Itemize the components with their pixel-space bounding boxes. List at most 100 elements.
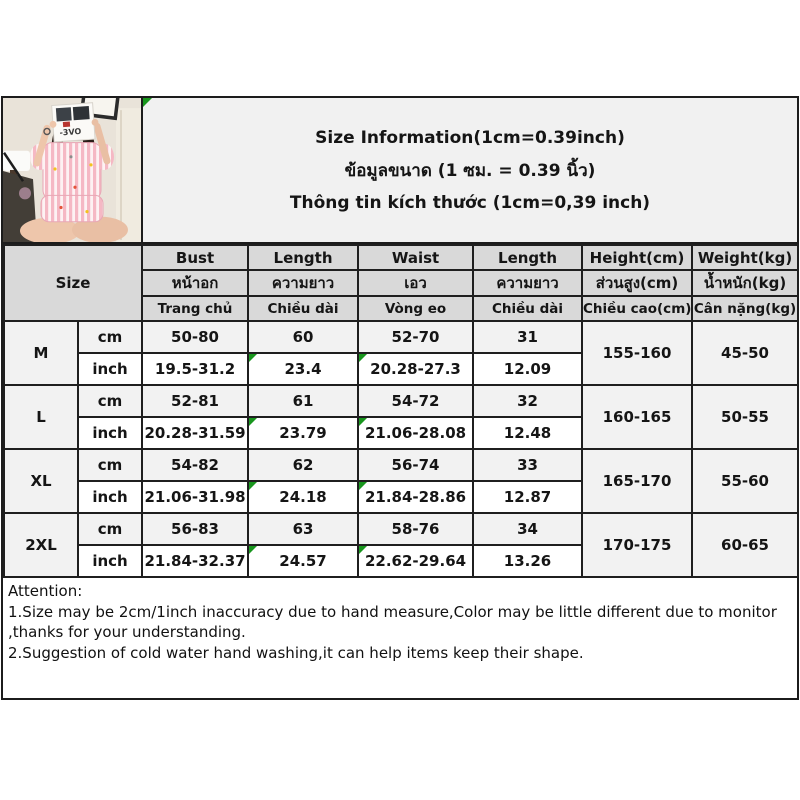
- comment-flag-icon: [250, 547, 258, 554]
- comment-flag-icon: [250, 419, 258, 426]
- data-cell: 58-76: [357, 512, 475, 546]
- unit-cell: cm: [76, 448, 144, 482]
- header-bust: Bust: [141, 244, 250, 271]
- header-height-th: ส่วนสูง(cm): [581, 269, 694, 297]
- header-length-th: ความยาว: [247, 269, 360, 297]
- data-cell: 60: [247, 320, 360, 354]
- row-xl-inch: inch 21.06-31.98 24.18 21.84-28.86 12.87: [4, 480, 798, 514]
- data-cell: 24.57: [247, 544, 360, 578]
- photo-arm: [93, 122, 111, 165]
- data-cell: 13.26: [472, 544, 584, 578]
- data-cell: 32: [472, 384, 584, 418]
- data-cell: 12.48: [472, 416, 584, 450]
- size-label-m: M: [3, 320, 79, 386]
- header-waist-th: เอว: [357, 269, 475, 297]
- attention-heading: Attention:: [8, 582, 83, 600]
- size-table: Size Bust Length Waist Length Height(cm)…: [2, 244, 800, 578]
- data-cell: 54-82: [141, 448, 250, 482]
- magazine-title-text: -3VO: [59, 127, 81, 138]
- title-thai: ข้อมูลขนาด (1 ซม. = 0.39 นิ้ว): [344, 160, 596, 181]
- height-cell: 160-165: [581, 384, 694, 450]
- data-cell: 61: [247, 384, 360, 418]
- header-bust-vi: Trang chủ: [141, 295, 250, 322]
- header-weight: Weight(kg): [691, 244, 800, 271]
- data-cell: 33: [472, 448, 584, 482]
- unit-cell: cm: [76, 320, 144, 354]
- product-photo: -3VO: [3, 98, 143, 242]
- unit-cell: cm: [76, 512, 144, 546]
- data-cell: 52-70: [357, 320, 475, 354]
- header-waist: Waist: [357, 244, 475, 271]
- unit-cell: inch: [76, 480, 144, 514]
- data-cell: 23.4: [247, 352, 360, 386]
- row-2xl-cm: 2XL cm 56-83 63 58-76 34 170-175 60-65: [3, 512, 800, 578]
- data-cell: 20.28-31.59: [141, 416, 250, 450]
- data-cell: 31: [472, 320, 584, 354]
- pajama-model-photo-illustration: -3VO: [3, 98, 141, 242]
- photo-pajama-top: [42, 142, 102, 200]
- data-cell: 52-81: [141, 384, 250, 418]
- data-cell: 12.09: [472, 352, 584, 386]
- photo-leg: [20, 217, 80, 242]
- header-length: Length: [247, 244, 360, 271]
- comment-flag-icon: [250, 355, 258, 362]
- header-row-english: Size Bust Length Waist Length Height(cm)…: [2, 244, 800, 322]
- row-l-inch: inch 20.28-31.59 23.79 21.06-28.08 12.48: [4, 416, 798, 450]
- data-cell: 21.84-28.86: [357, 480, 475, 514]
- unit-cell: cm: [76, 384, 144, 418]
- title-english: Size Information(1cm=0.39inch): [315, 127, 625, 148]
- header-length2: Length: [472, 244, 584, 271]
- data-cell: 22.62-29.64: [357, 544, 475, 578]
- data-cell: 50-80: [141, 320, 250, 354]
- header-length2-th: ความยาว: [472, 269, 584, 297]
- height-cell: 155-160: [581, 320, 694, 386]
- header-weight-vi: Cân nặng(kg): [691, 295, 800, 322]
- size-label-l: L: [3, 384, 79, 450]
- row-xl-cm: XL cm 54-82 62 56-74 33 165-170 55-60: [3, 448, 800, 514]
- title-block: Size Information(1cm=0.39inch) ข้อมูลขนา…: [143, 98, 797, 242]
- photo-leg: [72, 216, 128, 242]
- row-m-cm: M cm 50-80 60 52-70 31 155-160 45-50: [3, 320, 800, 386]
- weight-cell: 60-65: [691, 512, 800, 578]
- photo-pajama-shorts: [40, 194, 104, 223]
- row-l-cm: L cm 52-81 61 54-72 32 160-165 50-55: [3, 384, 800, 450]
- photo-magazine: -3VO: [51, 102, 96, 143]
- header-row-vietnamese: Trang chủ Chiều dài Vòng eo Chiều dài Ch…: [4, 295, 800, 322]
- size-header-cell: Size: [2, 244, 144, 322]
- data-cell: 62: [247, 448, 360, 482]
- data-cell: 54-72: [357, 384, 475, 418]
- header-bust-th: หน้าอก: [141, 269, 250, 297]
- data-cell: 56-83: [141, 512, 250, 546]
- header-length-vi: Chiều dài: [247, 295, 360, 322]
- title-vietnamese: Thông tin kích thước (1cm=0,39 inch): [289, 192, 651, 213]
- height-cell: 170-175: [581, 512, 694, 578]
- header-length2-vi: Chiều dài: [472, 295, 584, 322]
- weight-cell: 55-60: [691, 448, 800, 514]
- row-2xl-inch: inch 21.84-32.37 24.57 22.62-29.64 13.26: [4, 544, 798, 578]
- header-height-vi: Chiều cao(cm): [581, 295, 694, 322]
- comment-flag-icon: [143, 98, 152, 107]
- header-weight-th: น้ำหนัก(kg): [691, 269, 800, 297]
- size-label-xl: XL: [3, 448, 79, 514]
- data-cell: 24.18: [247, 480, 360, 514]
- comment-flag-icon: [250, 483, 258, 490]
- attention-line-1: 1.Size may be 2cm/1inch inaccuracy due t…: [8, 602, 777, 642]
- weight-cell: 50-55: [691, 384, 800, 450]
- data-cell: 19.5-31.2: [141, 352, 250, 386]
- attention-note: Attention: 1.Size may be 2cm/1inch inacc…: [3, 578, 797, 698]
- row-m-inch: inch 19.5-31.2 23.4 20.28-27.3 12.09: [4, 352, 798, 386]
- attention-line-2: 2.Suggestion of cold water hand washing,…: [8, 644, 584, 663]
- unit-cell: inch: [76, 416, 144, 450]
- size-info-sheet: -3VO Size Information(1cm=0.39inch) ข้อม…: [1, 96, 800, 700]
- height-cell: 165-170: [581, 448, 694, 514]
- photo-bed: [3, 150, 30, 172]
- header-waist-vi: Vòng eo: [357, 295, 475, 322]
- data-cell: 63: [247, 512, 360, 546]
- sheet-top-row: -3VO Size Information(1cm=0.39inch) ข้อม…: [3, 98, 797, 244]
- data-cell: 12.87: [472, 480, 584, 514]
- size-label-2xl: 2XL: [3, 512, 79, 578]
- data-cell: 23.79: [247, 416, 360, 450]
- data-cell: 34: [472, 512, 584, 546]
- header-height: Height(cm): [581, 244, 694, 271]
